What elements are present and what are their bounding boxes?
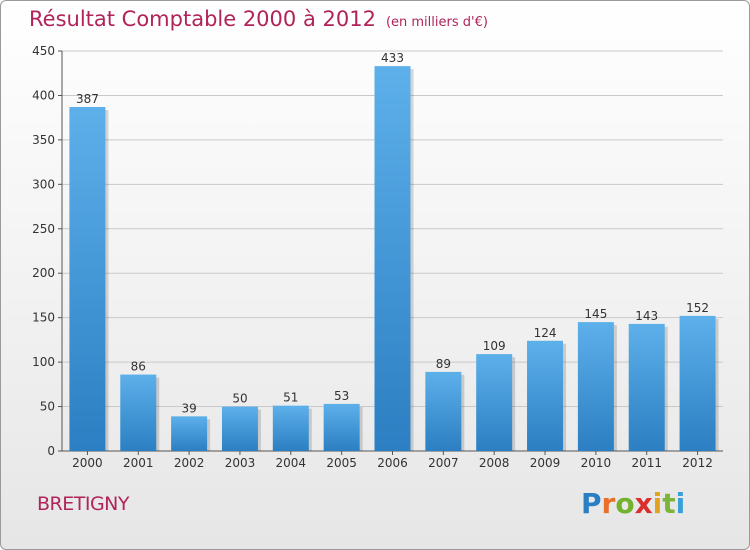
data-label: 124	[534, 326, 557, 340]
x-tick-label: 2000	[72, 456, 103, 470]
data-label: 109	[483, 339, 506, 353]
bar-2011	[628, 323, 665, 451]
logo-letter: P	[581, 487, 602, 520]
data-label: 152	[686, 301, 709, 315]
bar-2006	[374, 66, 411, 451]
data-label: 53	[334, 389, 349, 403]
proxiti-logo: Proxiti	[581, 487, 685, 520]
logo-letter: o	[615, 487, 635, 520]
data-label: 89	[436, 357, 451, 371]
logo-letter: t	[662, 487, 676, 520]
bar-2003	[221, 406, 258, 451]
y-tick-label: 150	[32, 311, 55, 325]
y-tick-label: 300	[32, 177, 55, 191]
y-tick-label: 450	[32, 44, 55, 58]
chart-title: Résultat Comptable 2000 à 2012 (en millie…	[29, 7, 488, 31]
bar-2007	[425, 371, 462, 451]
bar-2000	[69, 107, 106, 451]
y-tick-label: 350	[32, 133, 55, 147]
chart-subtitle: (en milliers d'€)	[385, 15, 488, 30]
logo-letter: i	[675, 487, 686, 520]
y-tick-label: 200	[32, 266, 55, 280]
data-label: 86	[131, 360, 146, 374]
y-tick-label: 250	[32, 222, 55, 236]
bar-2001	[120, 374, 157, 451]
y-tick-label: 0	[47, 444, 55, 458]
logo-letter: i	[652, 487, 663, 520]
data-label: 143	[635, 309, 658, 323]
x-tick-label: 2009	[530, 456, 561, 470]
x-tick-label: 2012	[682, 456, 713, 470]
logo-letter: x	[634, 487, 653, 520]
bar-2012	[679, 315, 716, 451]
bar-2004	[272, 405, 309, 451]
x-tick-label: 2001	[123, 456, 154, 470]
x-tick-label: 2008	[479, 456, 510, 470]
chart-title-text: Résultat Comptable 2000 à 2012	[29, 7, 376, 31]
data-label: 433	[381, 51, 404, 65]
x-tick-label: 2002	[174, 456, 205, 470]
data-label: 51	[283, 391, 298, 405]
commune-name: BRETIGNY	[37, 493, 130, 515]
bar-2009	[527, 340, 564, 451]
logo-letter: r	[601, 487, 616, 520]
data-label: 39	[181, 401, 196, 415]
data-label: 387	[76, 92, 99, 106]
x-tick-label: 2005	[326, 456, 357, 470]
bar-2002	[171, 416, 208, 451]
x-tick-label: 2003	[225, 456, 256, 470]
bar-2010	[577, 322, 614, 451]
y-tick-label: 50	[40, 400, 55, 414]
y-tick-label: 100	[32, 355, 55, 369]
x-tick-label: 2007	[428, 456, 459, 470]
data-label: 145	[584, 307, 607, 321]
x-tick-label: 2006	[377, 456, 408, 470]
bar-2008	[476, 354, 513, 451]
y-tick-label: 400	[32, 88, 55, 102]
x-tick-label: 2010	[581, 456, 612, 470]
x-tick-label: 2004	[276, 456, 307, 470]
x-tick-label: 2011	[631, 456, 662, 470]
data-label: 50	[232, 392, 247, 406]
bar-2005	[323, 403, 360, 451]
